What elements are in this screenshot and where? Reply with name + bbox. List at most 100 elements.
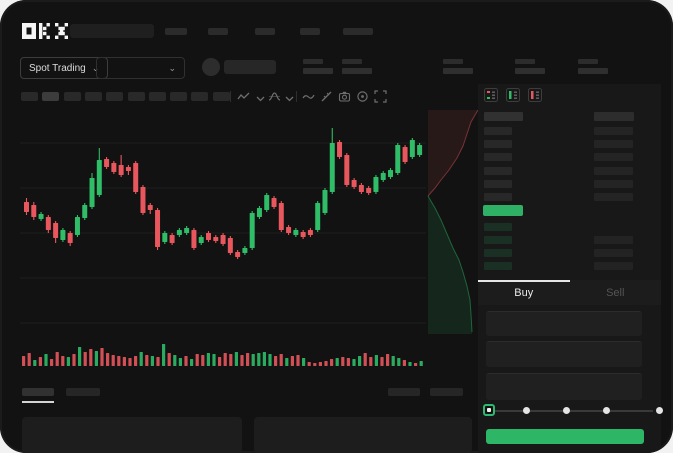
bid-row-price[interactable] [484,236,512,244]
book-both-icon[interactable] [484,88,498,102]
slider-stop-dot[interactable] [563,407,570,414]
ask-row-amount[interactable] [594,179,633,188]
timeframe-button[interactable] [212,92,230,101]
bid-row-price[interactable] [484,223,512,231]
trade-input-field[interactable] [486,341,642,367]
nav-item[interactable] [208,28,228,35]
pair-name-placeholder [224,60,276,74]
ask-row-price[interactable] [484,140,512,149]
chart-volume-bars [22,344,423,366]
orders-action-placeholder[interactable] [388,388,420,396]
stat-value-placeholder [578,68,608,74]
chevron-down-icon: ⌄ [91,62,100,73]
settings-circle-icon[interactable] [356,90,369,103]
timeframe-button[interactable] [148,92,166,101]
orders-table-placeholder [254,417,472,453]
nav-item[interactable] [255,28,275,35]
last-price-highlight[interactable] [483,205,523,216]
tab-sell-label: Sell [606,286,625,299]
drawing-tools-icon[interactable] [320,90,333,103]
ask-row-amount[interactable] [594,153,633,162]
bid-row-amount[interactable] [594,249,633,257]
slider-handle[interactable] [483,404,495,416]
camera-icon[interactable] [338,90,351,103]
ask-row-amount[interactable] [594,140,633,149]
ask-row-price[interactable] [484,153,512,162]
amount-slider[interactable] [478,402,663,420]
orders-tab[interactable] [22,388,54,396]
chevron-down-icon: ⌄ [168,62,176,73]
bid-row-amount[interactable] [594,262,633,270]
timeframe-button[interactable] [170,92,188,101]
trade-input-field[interactable] [486,373,642,400]
candle-style-icon[interactable] [237,90,250,103]
market-type-label: Spot Trading [29,62,86,74]
slider-stop-dot[interactable] [603,407,610,414]
timeframe-button[interactable] [21,92,38,101]
ticker-stat [578,59,610,75]
orders-tab[interactable] [66,388,100,396]
ask-row-amount[interactable] [594,127,633,135]
timeframe-button[interactable] [42,92,60,101]
okx-logo[interactable]: OKX [22,23,68,44]
slider-stop-dot[interactable] [523,407,530,414]
stat-value-placeholder [515,68,545,74]
indicators-icon[interactable] [268,90,281,103]
timeframe-button[interactable] [191,92,209,101]
ask-row-amount[interactable] [594,166,633,175]
toolbar-divider [230,91,231,102]
stat-label-placeholder [578,59,598,64]
nav-item[interactable] [300,28,320,35]
tab-sell[interactable]: Sell [570,280,662,305]
ticker-stat [342,59,374,75]
ticker-stat [515,59,547,75]
stat-label-placeholder [515,59,535,64]
orders-action-placeholder[interactable] [430,388,463,396]
global-search-input[interactable] [70,24,154,38]
candlestick-chart[interactable] [20,108,426,370]
depth-chart[interactable] [427,108,478,334]
okx-logo-icon [22,23,68,39]
tab-buy-label: Buy [514,286,534,299]
stat-value-placeholder [443,68,473,74]
nav-item[interactable] [343,28,373,35]
book-bids-icon[interactable] [506,88,520,102]
slider-stop-dot[interactable] [656,407,663,414]
orders-table-placeholder [22,417,242,453]
stat-label-placeholder [342,59,362,64]
bid-row-amount[interactable] [594,236,633,244]
line-style-icon[interactable] [302,90,315,103]
timeframe-button[interactable] [106,92,124,101]
toolbar-divider [296,91,297,102]
chart-candles [24,128,423,259]
stat-value-placeholder [342,68,372,74]
ask-row-price[interactable] [484,193,512,201]
bid-row-price[interactable] [484,262,512,270]
chevron-down-icon[interactable] [254,92,267,105]
timeframe-button[interactable] [127,92,145,101]
ask-row-price[interactable] [484,127,512,135]
buy-submit-button[interactable] [486,429,644,444]
stat-label-placeholder [303,59,323,64]
chevron-down-icon[interactable] [283,92,296,105]
tab-buy[interactable]: Buy [478,280,570,305]
pair-coin-avatar [202,58,220,76]
ask-row-price[interactable] [484,166,512,175]
ask-row-price[interactable] [484,179,512,188]
book-asks-icon[interactable] [528,88,542,102]
market-type-dropdown[interactable]: Spot Trading ⌄ [20,57,109,79]
bid-row-price[interactable] [484,249,512,257]
depth-areas [427,109,478,334]
ask-row-amount[interactable] [594,193,633,201]
stat-value-placeholder [303,68,333,74]
trade-input-field[interactable] [486,311,642,336]
trading-pair-dropdown[interactable]: ⌄ [96,57,185,79]
fullscreen-icon[interactable] [374,90,387,103]
timeframe-button[interactable] [84,92,102,101]
order-book-panel: Buy Sell [478,84,663,453]
slider-track[interactable] [490,410,653,412]
timeframe-button[interactable] [63,92,81,101]
nav-item[interactable] [165,28,187,35]
